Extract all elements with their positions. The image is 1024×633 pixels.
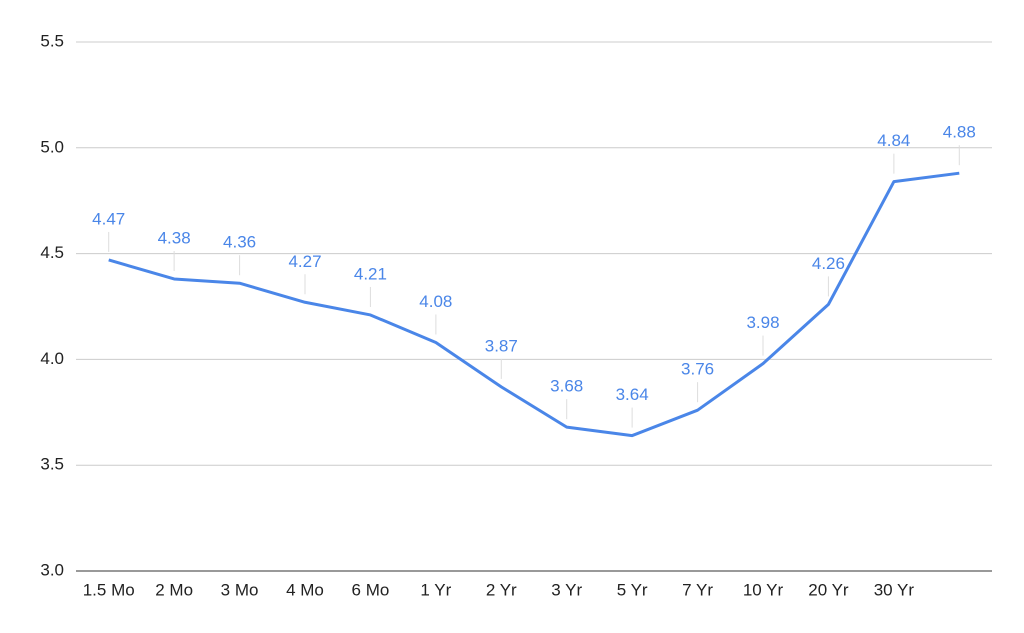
data-label: 4.26 bbox=[812, 254, 845, 273]
x-tick-label: 4 Mo bbox=[286, 580, 324, 599]
x-tick-label: 10 Yr bbox=[743, 580, 784, 599]
y-tick-label: 4.5 bbox=[40, 243, 64, 262]
y-tick-label: 4.0 bbox=[40, 349, 64, 368]
y-tick-label: 5.0 bbox=[40, 137, 64, 156]
y-tick-label: 5.5 bbox=[40, 31, 64, 50]
y-tick-label: 3.0 bbox=[40, 560, 64, 579]
data-label: 3.87 bbox=[485, 336, 518, 355]
x-tick-label: 7 Yr bbox=[682, 580, 713, 599]
x-tick-label: 1 Yr bbox=[420, 580, 451, 599]
x-tick-label: 6 Mo bbox=[352, 580, 390, 599]
data-label: 4.21 bbox=[354, 264, 387, 283]
x-tick-label: 2 Mo bbox=[155, 580, 193, 599]
data-label: 3.76 bbox=[681, 360, 714, 379]
data-label: 4.84 bbox=[877, 131, 910, 150]
y-tick-label: 3.5 bbox=[40, 455, 64, 474]
data-label: 4.47 bbox=[92, 209, 125, 228]
x-tick-label: 30 Yr bbox=[874, 580, 915, 599]
x-tick-label: 3 Yr bbox=[551, 580, 582, 599]
data-label: 4.38 bbox=[158, 228, 191, 247]
x-tick-label: 20 Yr bbox=[808, 580, 849, 599]
x-tick-label: 3 Mo bbox=[221, 580, 259, 599]
data-label: 4.27 bbox=[288, 252, 321, 271]
x-tick-label: 2 Yr bbox=[486, 580, 517, 599]
data-label: 4.36 bbox=[223, 233, 256, 252]
data-label: 3.68 bbox=[550, 377, 583, 396]
data-label: 4.88 bbox=[943, 123, 976, 142]
data-label: 4.08 bbox=[419, 292, 452, 311]
x-tick-label: 5 Yr bbox=[617, 580, 648, 599]
data-label: 3.98 bbox=[746, 313, 779, 332]
series-line bbox=[108, 171, 960, 438]
x-tick-label: 1.5 Mo bbox=[83, 580, 135, 599]
data-label: 3.64 bbox=[616, 385, 649, 404]
